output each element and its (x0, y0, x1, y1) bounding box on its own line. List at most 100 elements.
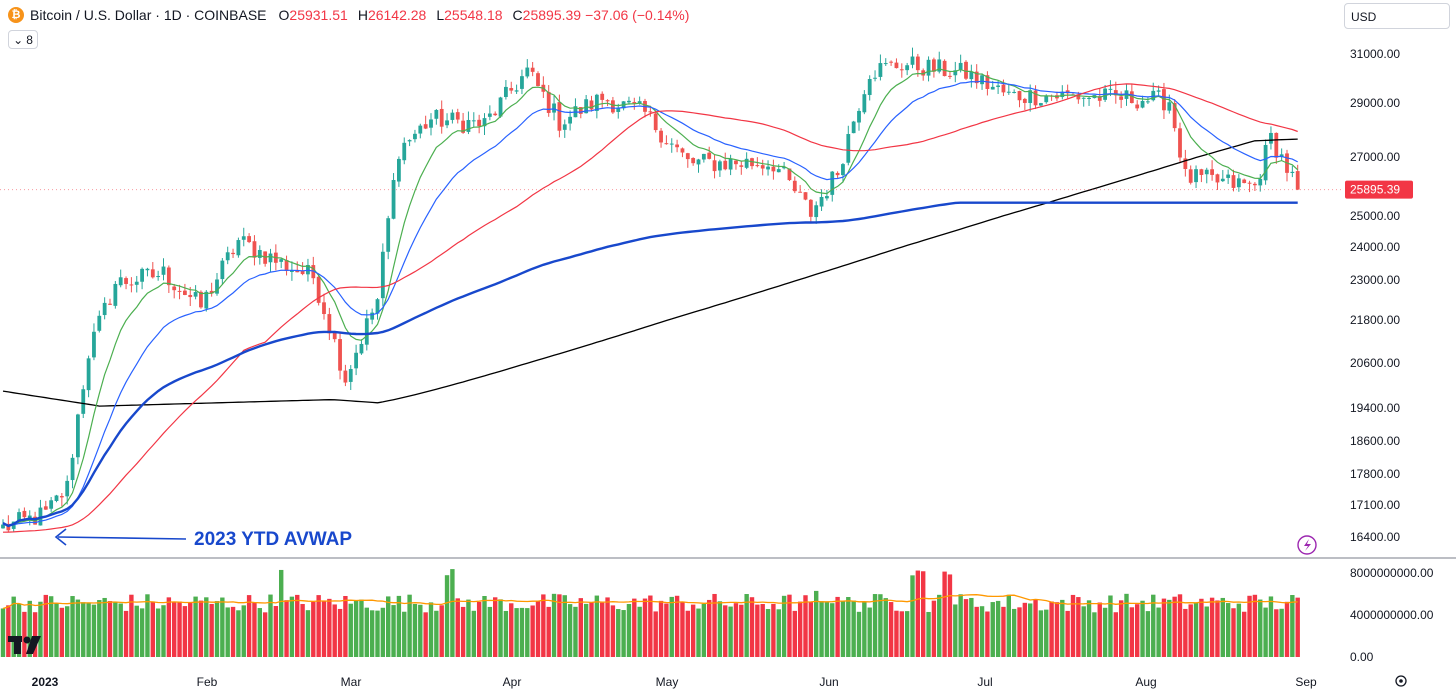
candle-body (530, 67, 535, 72)
volume-bar (567, 604, 573, 657)
volume-bar (1135, 604, 1140, 657)
volume-bar (1247, 595, 1252, 657)
candle-body (798, 191, 803, 193)
candle-body (49, 500, 54, 509)
candle-body (359, 343, 364, 354)
candle-body (1060, 91, 1065, 98)
volume-bar (289, 596, 295, 657)
volume-bar (589, 602, 594, 657)
volume-bar (535, 600, 541, 657)
candle-body (568, 116, 572, 124)
sma-200-line[interactable] (2, 138, 1298, 407)
candle-body (215, 279, 219, 294)
candle-body (1022, 98, 1027, 103)
price-tick-label: 19400.00 (1350, 401, 1400, 415)
candle-body (150, 269, 155, 278)
volume-bar (616, 609, 621, 657)
ema-medium-line[interactable] (2, 80, 1298, 526)
candle-body (354, 352, 358, 369)
volume-bar (931, 600, 937, 657)
volume-bar (947, 574, 953, 657)
candle-body (97, 315, 102, 331)
volume-bar (428, 602, 434, 657)
indicators-toggle[interactable]: ⌄ 8 (8, 30, 38, 49)
volume-bar (209, 603, 214, 657)
candle-body (980, 75, 984, 85)
candle-body (782, 167, 786, 169)
time-tick-label: Mar (341, 675, 362, 689)
volume-tick-label: 4000000000.00 (1350, 608, 1434, 622)
symbol-title[interactable]: Bitcoin / U.S. Dollar · 1D · COINBASE (30, 7, 267, 23)
candle-body (1188, 169, 1193, 183)
annotation-arrow-head-icon (54, 528, 67, 546)
candle-body (81, 389, 86, 414)
candle-body (1220, 178, 1225, 182)
gear-icon[interactable] (1395, 675, 1407, 687)
volume-bar (27, 600, 32, 657)
volume-bar (1049, 601, 1054, 657)
volume-bar (65, 606, 70, 657)
candle-body (375, 299, 380, 314)
candle-body (685, 153, 690, 160)
volume-bar (1167, 599, 1172, 657)
candle-body (894, 62, 899, 69)
volume-bar (755, 604, 760, 657)
volume-bar (1140, 600, 1145, 657)
volume-bar (161, 605, 166, 657)
volume-ma-line[interactable] (2, 594, 1298, 610)
volume-tick-label: 8000000000.00 (1350, 566, 1434, 580)
candle-body (1162, 89, 1166, 111)
volume-bar (1290, 595, 1295, 657)
ema-short-line[interactable] (2, 68, 1299, 527)
currency-select[interactable]: USD (1344, 3, 1450, 29)
volume-bar (605, 597, 610, 657)
volume-bar (348, 603, 353, 657)
volume-bar (172, 601, 177, 657)
gear-icon-hub (1399, 679, 1403, 683)
volume-bar (145, 594, 150, 657)
candle-body (118, 277, 123, 286)
avwap-line[interactable] (2, 201, 1298, 528)
last-price-tag (1345, 180, 1413, 199)
volume-bar (969, 597, 974, 657)
volume-bar (129, 594, 134, 657)
candle-body (600, 93, 605, 100)
volume-bar (1038, 610, 1044, 657)
volume-bar (498, 599, 503, 657)
candle-body (1263, 144, 1268, 181)
candle-body (1119, 96, 1124, 100)
candle-body (445, 120, 449, 126)
volume-bar (803, 595, 808, 657)
lightning-icon[interactable] (1297, 535, 1317, 555)
candle-body (589, 100, 594, 110)
candle-body (680, 148, 685, 153)
volume-bar (648, 595, 653, 657)
candle-body (808, 199, 813, 217)
sma-50-line[interactable] (2, 83, 1298, 533)
low-value: 25548.18 (444, 7, 503, 23)
volume-bar (781, 595, 787, 657)
volume-bar (1113, 612, 1118, 657)
volume-bar (739, 604, 744, 657)
volume-bar (252, 602, 257, 657)
candle-body (948, 75, 952, 77)
candle-body (883, 63, 888, 65)
candle-body (252, 241, 257, 258)
volume-bar (1177, 594, 1183, 657)
candle-body (648, 111, 653, 113)
volume-bar (835, 596, 840, 657)
volume-bar (674, 595, 680, 657)
volume-bar (632, 598, 637, 657)
volume-bar (305, 610, 311, 657)
volume-bar (407, 594, 412, 657)
volume-bar (888, 602, 894, 657)
volume-bar (1236, 603, 1242, 657)
volume-bar (1242, 611, 1247, 657)
candle-body (728, 158, 733, 170)
annotation-arrow-shaft[interactable] (57, 536, 187, 540)
candle-body (129, 284, 134, 286)
volume-bar (38, 601, 43, 657)
price-tick-label: 24000.00 (1350, 240, 1400, 254)
annotation-label[interactable]: 2023 YTD AVWAP (194, 529, 352, 550)
